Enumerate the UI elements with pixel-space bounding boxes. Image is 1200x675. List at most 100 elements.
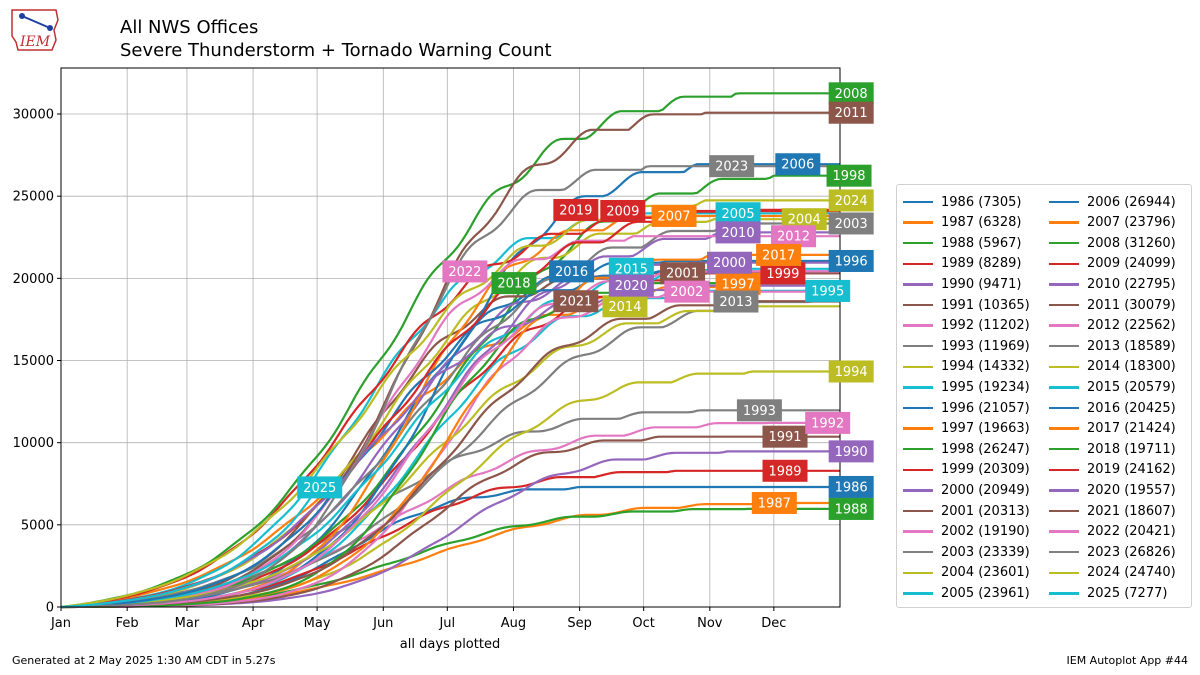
series-label-text: 1996 [835, 254, 868, 269]
series-label-box [805, 411, 851, 434]
x-tick-label: Mar [175, 616, 200, 631]
chart-legend: 1986 (7305) 1987 (6328) 1988 (5967) 1989 (8… [896, 184, 1192, 608]
series-line-2002 [61, 290, 840, 609]
legend-swatch [903, 489, 933, 492]
legend-swatch [1049, 303, 1079, 307]
series-label-2002: 2002 [664, 280, 710, 303]
series-label-text: 2015 [615, 262, 648, 277]
series-label-box [736, 399, 782, 422]
series-label-text: 2003 [835, 217, 868, 232]
x-tick-label: Feb [116, 616, 139, 631]
series-line-2021 [60, 300, 840, 609]
series-label-1995: 1995 [805, 279, 851, 302]
legend-label: 1996 (21057) [941, 400, 1030, 416]
legend-swatch [1049, 200, 1079, 204]
series-label-1988: 1988 [828, 497, 874, 520]
x-tick-label: Apr [242, 616, 265, 631]
series-line-2005 [60, 212, 840, 609]
legend-item-2017: 2017 (21424) [1049, 419, 1176, 439]
series-label-text: 2019 [559, 203, 592, 218]
series-label-2013: 2013 [713, 290, 759, 313]
legend-item-1997: 1997 (19663) [903, 419, 1030, 439]
legend-label: 2019 (24162) [1087, 462, 1176, 478]
legend-label: 2001 (20313) [941, 503, 1030, 519]
legend-label: 2014 (18300) [1087, 359, 1176, 375]
series-label-box [828, 360, 874, 383]
legend-item-2013: 2013 (18589) [1049, 336, 1176, 356]
x-tick-label: Jul [438, 616, 455, 631]
legend-swatch [1049, 571, 1079, 575]
series-label-text: 1994 [835, 365, 868, 380]
series-label-2019: 2019 [553, 198, 599, 221]
y-axis-ticks: 0 5000 10000 15000 20000 25000 30000 [13, 108, 61, 616]
iem-logo: IEM [11, 9, 59, 51]
legend-label: 2024 (24740) [1087, 565, 1176, 581]
legend-label: 2012 (22562) [1087, 318, 1176, 334]
chart-grid [60, 68, 840, 608]
series-label-box [828, 475, 874, 498]
series-label-1993: 1993 [736, 399, 782, 422]
series-label-box [491, 272, 537, 295]
series-label-text: 2018 [497, 277, 530, 292]
series-label-text: 1990 [835, 445, 868, 460]
legend-item-1987: 1987 (6328) [903, 213, 1021, 233]
series-label-box [775, 153, 821, 176]
legend-item-2000: 2000 (20949) [903, 480, 1030, 500]
series-label-box [602, 295, 648, 318]
series-label-box [713, 290, 759, 313]
series-label-box [805, 279, 851, 302]
series-label-1991: 1991 [762, 425, 808, 448]
y-tick-label: 5000 [21, 518, 54, 533]
legend-label: 2023 (26826) [1087, 544, 1176, 560]
series-label-1989: 1989 [762, 459, 808, 482]
legend-swatch [1049, 592, 1079, 595]
legend-swatch [903, 200, 933, 204]
legend-swatch [1049, 427, 1079, 430]
series-label-text: 2021 [559, 295, 592, 310]
x-tick-label: May [304, 616, 331, 631]
legend-label: 1997 (19663) [941, 421, 1030, 437]
series-label-text: 1997 [722, 277, 755, 292]
series-label-2009: 2009 [600, 199, 646, 222]
legend-label: 1987 (6328) [941, 215, 1022, 231]
legend-item-2004: 2004 (23601) [903, 563, 1030, 583]
series-label-2015: 2015 [608, 257, 654, 280]
series-label-box [660, 262, 706, 285]
series-label-box [771, 225, 817, 248]
series-label-text: 1999 [766, 267, 799, 282]
legend-swatch [1049, 283, 1079, 286]
series-label-box [608, 274, 654, 297]
legend-swatch [1049, 447, 1079, 451]
series-label-box [828, 440, 874, 463]
legend-swatch [903, 550, 933, 554]
legend-swatch [903, 530, 933, 533]
series-label-text: 2012 [777, 230, 810, 245]
legend-item-2008: 2008 (31260) [1049, 233, 1176, 253]
logo-text: IEM [19, 34, 51, 50]
legend-item-2025: 2025 (7277) [1049, 583, 1167, 603]
legend-swatch [903, 365, 933, 369]
legend-swatch [903, 303, 933, 307]
series-label-box [553, 198, 599, 221]
series-label-2003: 2003 [828, 212, 874, 235]
legend-label: 1988 (5967) [941, 235, 1022, 251]
series-label-2011: 2011 [828, 101, 874, 124]
legend-label: 1994 (14332) [941, 359, 1030, 375]
x-axis-ticks: Jan Feb Mar Apr May Jun Jul Aug Sep Oct Nov Dec [50, 607, 786, 631]
legend-swatch [1049, 241, 1079, 245]
series-label-text: 2001 [666, 267, 699, 282]
x-tick-label: Jan [50, 616, 71, 631]
series-label-1986: 1986 [828, 475, 874, 498]
series-label-1996: 1996 [828, 249, 874, 272]
legend-label: 2009 (24099) [1087, 256, 1176, 272]
legend-label: 2022 (20421) [1087, 524, 1176, 540]
series-label-box [715, 202, 761, 225]
legend-item-1993: 1993 (11969) [903, 336, 1030, 356]
legend-item-2015: 2015 (20579) [1049, 377, 1176, 397]
series-label-box [442, 260, 488, 283]
legend-swatch [903, 324, 933, 327]
series-label-box [828, 212, 874, 235]
series-label-text: 2020 [615, 279, 648, 294]
series-label-box [762, 425, 808, 448]
